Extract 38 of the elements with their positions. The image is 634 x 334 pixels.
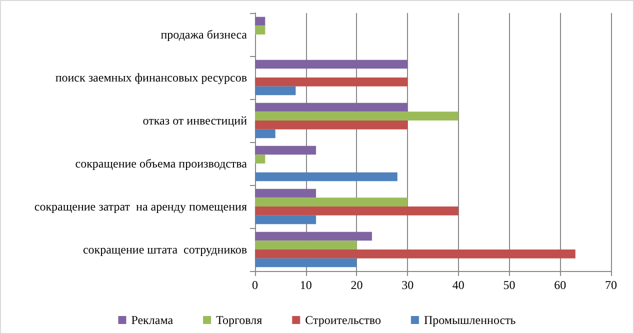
bar — [255, 129, 276, 138]
x-tick-label: 40 — [452, 278, 464, 292]
x-tick-label: 0 — [252, 278, 258, 292]
y-tick-label: отказ от инвестиций — [142, 114, 248, 128]
bar — [255, 172, 398, 182]
bar — [255, 60, 408, 69]
y-tick-label: поиск заемных финансовых ресурсов — [55, 70, 248, 84]
bar — [255, 146, 316, 155]
bar — [255, 26, 266, 34]
bar — [255, 215, 316, 224]
bar — [255, 86, 296, 96]
x-tick-label: 60 — [554, 278, 566, 292]
bar — [255, 240, 357, 250]
legend-label: Торговля — [216, 313, 263, 327]
y-tick-label: сокращение объема производства — [75, 156, 248, 170]
x-tick-label: 50 — [503, 278, 516, 292]
bar — [255, 16, 266, 26]
y-tick-label: сокращение штата сотрудников — [82, 242, 248, 256]
bar — [255, 258, 357, 268]
legend-label: Строительство — [305, 313, 381, 327]
bar — [255, 250, 576, 258]
bar — [255, 112, 458, 120]
x-tick-label: 10 — [300, 278, 312, 292]
legend-label: Промышленность — [424, 313, 516, 327]
bar — [255, 188, 316, 198]
bar — [255, 232, 372, 241]
bar — [255, 206, 458, 216]
legend-label: Реклама — [131, 313, 174, 327]
y-tick-label: продажа бизнеса — [160, 28, 248, 42]
x-tick-label: 20 — [350, 278, 363, 292]
x-tick-label: 70 — [605, 278, 617, 292]
bar — [255, 120, 408, 130]
bar — [255, 78, 408, 86]
bar — [255, 102, 408, 112]
x-tick-label: 30 — [402, 278, 414, 292]
bar — [255, 198, 408, 206]
y-tick-label: сокращение затрат на аренду помещения — [34, 200, 248, 214]
bar — [255, 154, 266, 164]
